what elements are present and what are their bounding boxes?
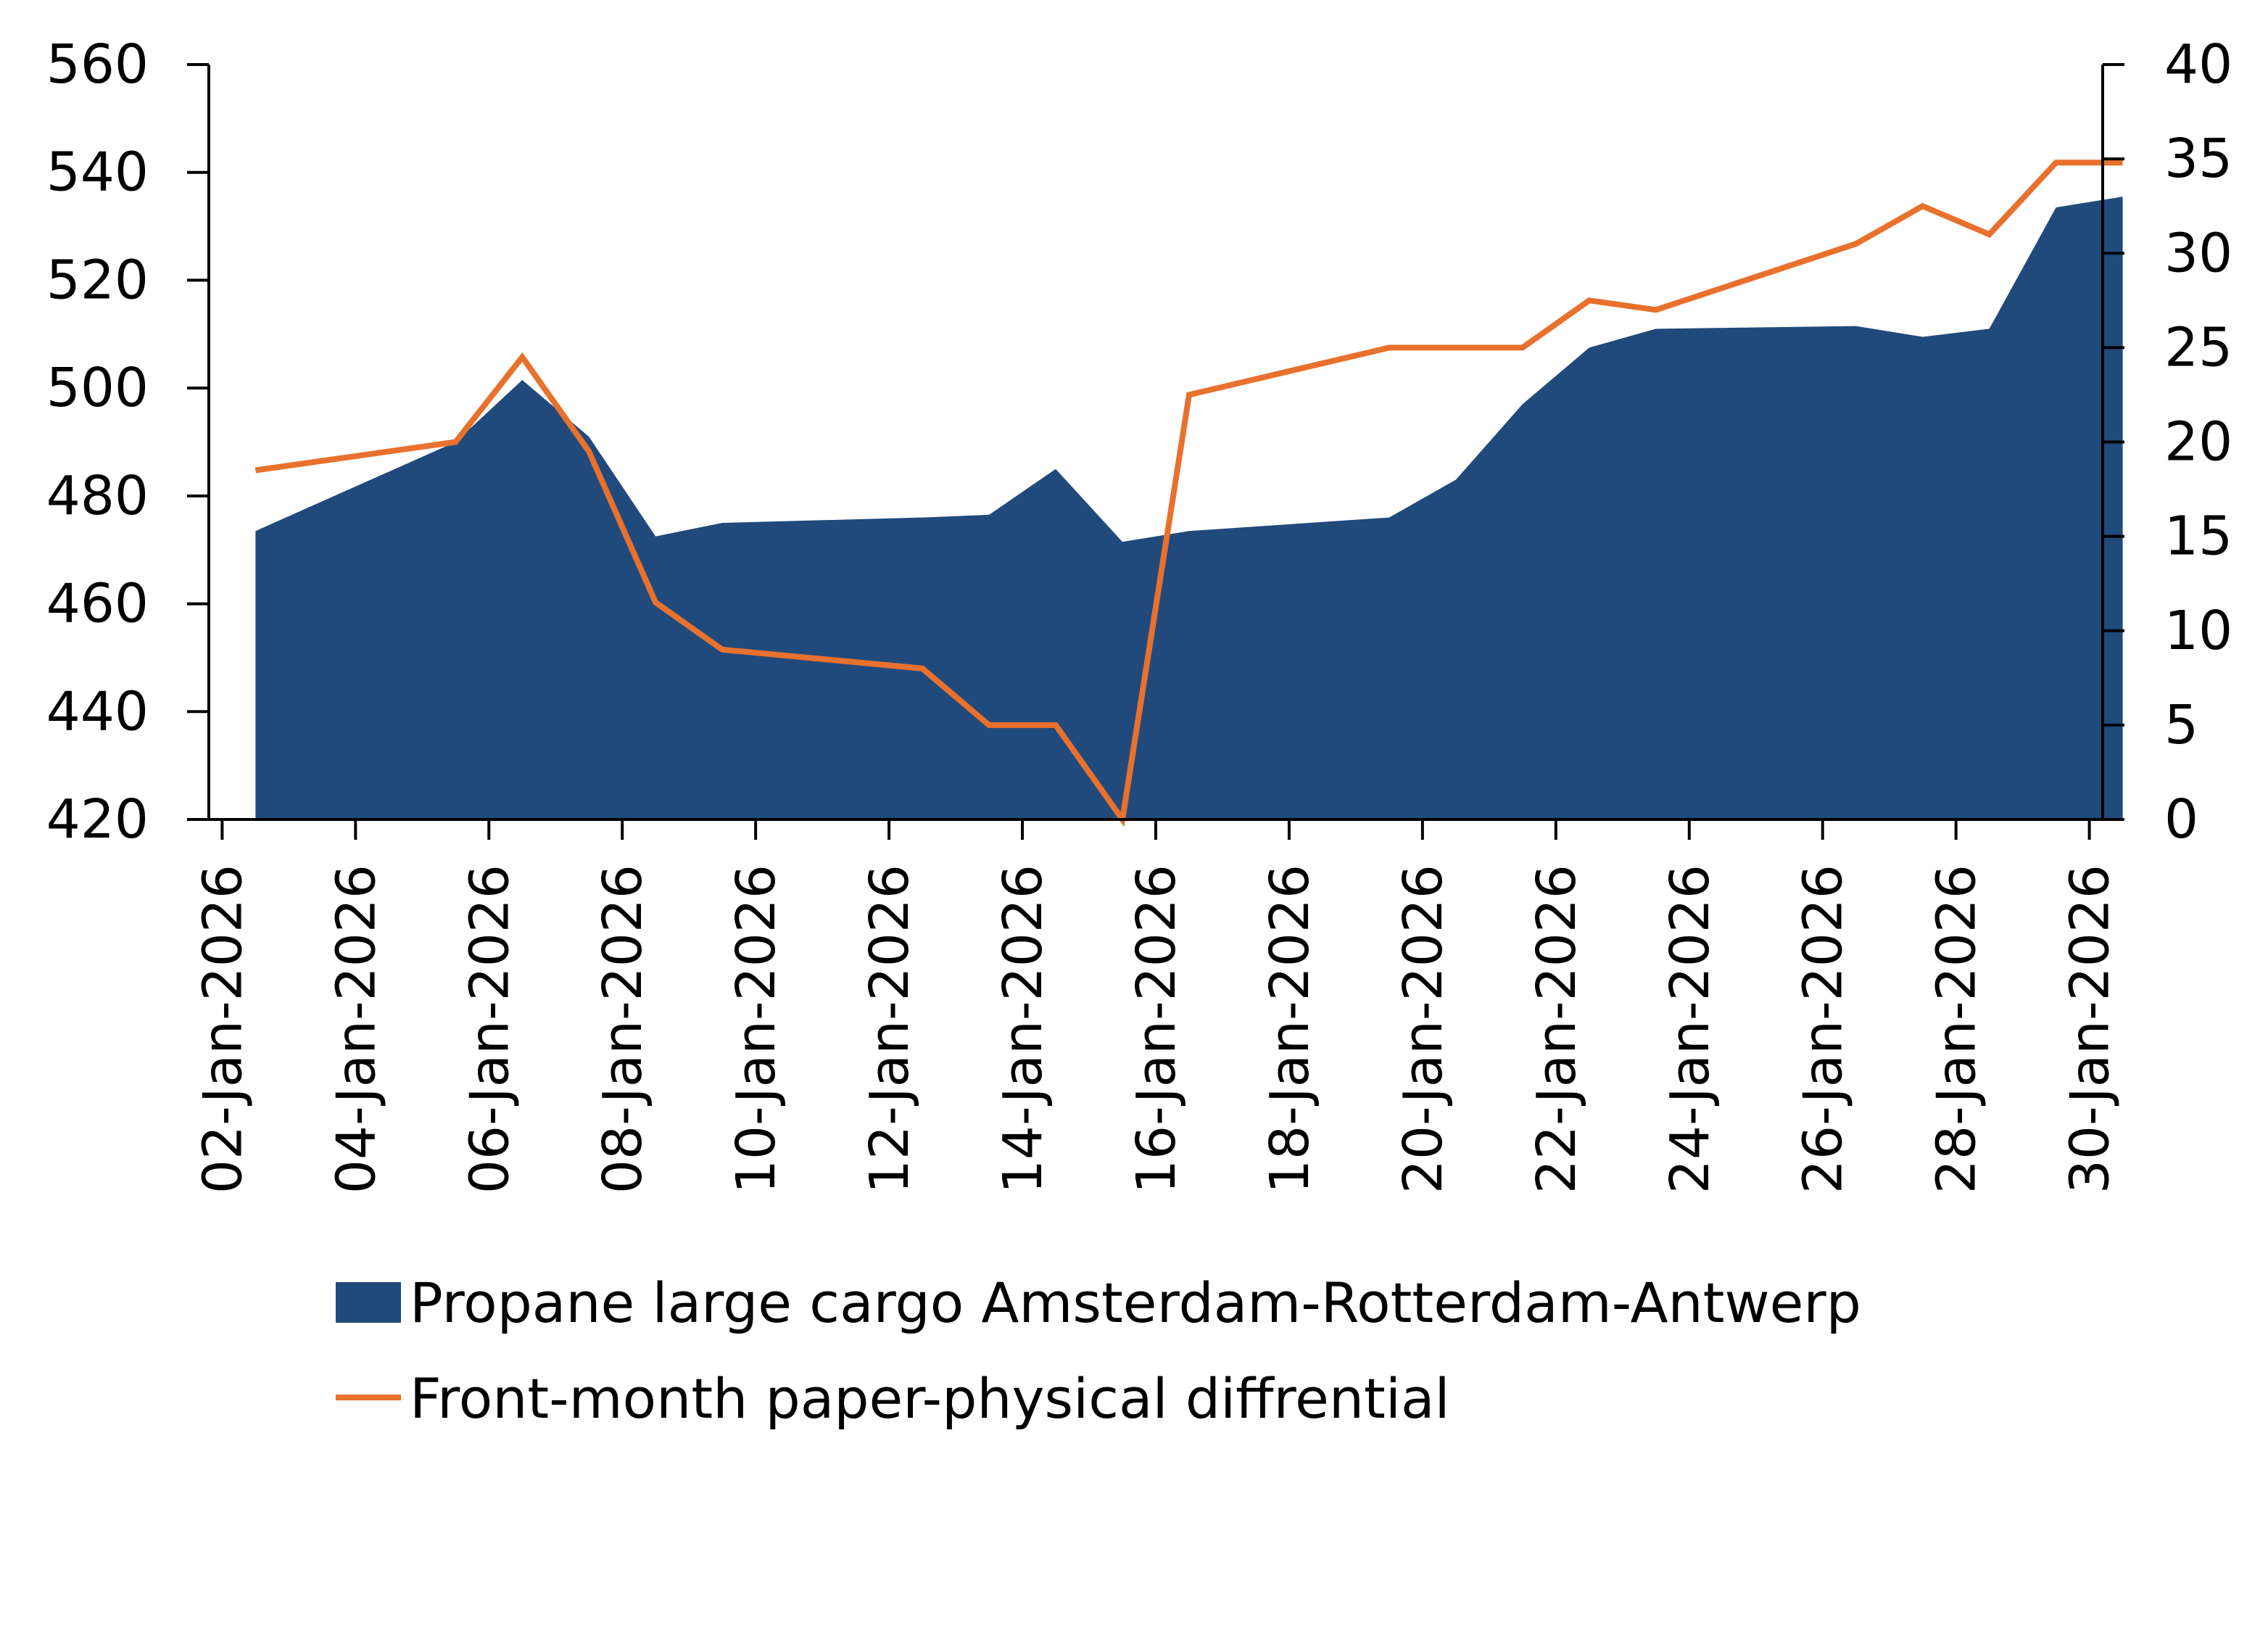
x-tick-label: 06-Jan-2026 (458, 864, 521, 1194)
area-propane (255, 197, 2123, 819)
y-left-tick-labels: 420 440 460 480 500 520 540 560 (46, 33, 149, 851)
x-tick-label: 14-Jan-2026 (992, 864, 1054, 1194)
x-tick-label: 18-Jan-2026 (1259, 864, 1321, 1194)
area-series-layer (255, 197, 2123, 819)
legend-swatch-propane (336, 1282, 401, 1323)
legend-label-propane: Propane large cargo Amsterdam-Rotterdam-… (410, 1271, 1861, 1335)
y-right-tick-label: 0 (2164, 788, 2198, 851)
y-right-tick-label: 30 (2164, 222, 2232, 284)
x-tick-label: 04-Jan-2026 (325, 864, 387, 1194)
x-tick-labels: 02-Jan-2026 04-Jan-2026 06-Jan-2026 08-Jan-… (191, 864, 2121, 1194)
x-tick-label: 12-Jan-2026 (858, 864, 921, 1194)
x-tick-label: 10-Jan-2026 (725, 864, 787, 1194)
y-left-tick-label: 500 (46, 357, 149, 419)
x-tick-label: 28-Jan-2026 (1926, 864, 1988, 1194)
y-right-tick-label: 25 (2164, 316, 2232, 379)
x-tick-label: 08-Jan-2026 (592, 864, 654, 1194)
line-differential (254, 160, 2123, 827)
x-tick-label: 24-Jan-2026 (1659, 864, 1721, 1194)
x-tick-label: 16-Jan-2026 (1125, 864, 1188, 1194)
y-right-tick-label: 20 (2164, 411, 2232, 474)
y-left-tick-label: 480 (46, 465, 149, 527)
y-right-tick-label: 10 (2164, 600, 2232, 662)
legend-label-differential: Front-month paper-physical diffrential (410, 1366, 1450, 1431)
y-left-tick-label: 560 (46, 33, 149, 96)
y-right-tick-labels: 0 5 10 15 20 25 30 35 40 (2164, 33, 2232, 851)
x-tick-label: 22-Jan-2026 (1526, 864, 1588, 1194)
x-tick-label: 30-Jan-2026 (2059, 864, 2122, 1194)
y-right-tick-label: 15 (2164, 505, 2232, 568)
x-tick-label: 20-Jan-2026 (1392, 864, 1454, 1194)
legend: Propane large cargo Amsterdam-Rotterdam-… (336, 1271, 1861, 1431)
axes-layer (187, 63, 2124, 840)
y-left-tick-label: 440 (46, 680, 149, 743)
y-left-tick-label: 420 (46, 788, 149, 851)
line-series-layer (254, 160, 2123, 827)
x-tick-label: 26-Jan-2026 (1792, 864, 1855, 1194)
x-tick-label: 02-Jan-2026 (191, 864, 254, 1194)
y-left-tick-label: 460 (46, 573, 149, 635)
y-right-tick-label: 5 (2164, 694, 2198, 756)
y-right-tick-label: 35 (2164, 128, 2232, 190)
y-left-tick-label: 520 (46, 249, 149, 311)
y-left-tick-label: 540 (46, 141, 149, 204)
y-right-tick-label: 40 (2164, 33, 2232, 96)
